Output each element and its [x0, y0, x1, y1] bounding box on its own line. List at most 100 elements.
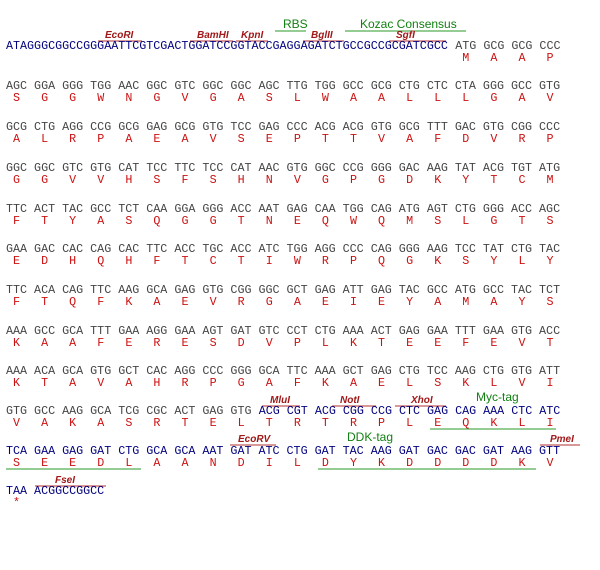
amino-acid: V: [490, 132, 497, 146]
amino-acid: G: [238, 376, 245, 390]
amino-acid: K: [13, 336, 20, 350]
amino-acid: A: [125, 132, 133, 146]
amino-acid: F: [97, 295, 104, 309]
amino-acid: W: [350, 214, 358, 228]
sequence-line: TTC ACT TAC GCC TCT CAA GGA GGG ACC AAT …: [6, 202, 560, 216]
amino-acid: M: [406, 214, 413, 228]
amino-acid: H: [125, 173, 132, 187]
sequence-segment: GCG CTG AGG CCG GCG GAG GCG GTG TCC GAG …: [6, 120, 560, 134]
amino-acid: D: [462, 132, 469, 146]
amino-acid: R: [69, 132, 76, 146]
amino-acid: T: [41, 376, 48, 390]
amino-acid: V: [547, 456, 554, 470]
amino-acid: L: [294, 456, 301, 470]
sequence-line: GGC GGC GTC GTG CAT TCC TTC TCC CAT AAC …: [6, 161, 560, 175]
amino-acid: A: [238, 91, 246, 105]
amino-acid: T: [378, 336, 385, 350]
amino-acid: D: [462, 456, 469, 470]
sequence-segment: TCA GAA GAG GAT CTG GCA GCA AAT GAT ATC …: [6, 444, 560, 458]
amino-acid: L: [434, 91, 441, 105]
amino-acid: E: [182, 336, 189, 350]
amino-acid: P: [547, 132, 554, 146]
amino-acid: Y: [518, 295, 525, 309]
sequence-line: AGC GGA GGG TGG AAC GGC GTC GGC GGC AGC …: [6, 79, 560, 93]
amino-acid: A: [294, 295, 302, 309]
amino-acid: R: [238, 295, 245, 309]
amino-acid: F: [97, 336, 104, 350]
site-label: FseI: [55, 475, 75, 486]
amino-acid: A: [350, 91, 358, 105]
amino-acid: H: [125, 254, 132, 268]
amino-acid: *: [13, 496, 20, 510]
amino-acid: G: [153, 91, 160, 105]
sequence-segment: GGC GGC GTC GTG CAT TCC TTC TCC CAT AAC …: [6, 161, 560, 175]
amino-acid: A: [125, 376, 133, 390]
amino-acid: L: [294, 91, 301, 105]
amino-acid: P: [350, 254, 357, 268]
amino-acid: V: [378, 132, 385, 146]
amino-acid: A: [378, 91, 386, 105]
amino-acid: N: [125, 91, 132, 105]
amino-acid: K: [434, 173, 441, 187]
amino-acid: F: [153, 254, 160, 268]
amino-acid: L: [462, 91, 469, 105]
amino-acid: V: [97, 376, 104, 390]
sequence-segment: ATAGGGCGGCCGGGAATTCGTCGACTGGATCCGGTACCGA…: [6, 39, 448, 53]
amino-acid: L: [406, 376, 413, 390]
amino-acid: T: [490, 173, 497, 187]
amino-acid: R: [153, 336, 160, 350]
amino-acid: A: [434, 295, 442, 309]
amino-acid: E: [490, 336, 497, 350]
amino-acid: K: [378, 456, 385, 470]
amino-acid: V: [210, 132, 217, 146]
sequence-segment: AGC GGA GGG TGG AAC GGC GTC GGC GGC AGC …: [6, 79, 560, 93]
amino-acid: T: [238, 214, 245, 228]
site-label: XhoI: [410, 395, 433, 406]
amino-acid: T: [41, 214, 48, 228]
amino-acid: E: [13, 254, 20, 268]
amino-acid: E: [378, 295, 385, 309]
amino-acid: D: [406, 456, 413, 470]
amino-acid: Y: [547, 254, 554, 268]
amino-acid: Q: [97, 254, 104, 268]
sequence-line: TTC ACA CAG TTC AAG GCA GAG GTG CGG GGC …: [6, 283, 560, 297]
amino-acid: F: [294, 376, 301, 390]
amino-acid: I: [266, 254, 273, 268]
amino-acid: I: [547, 416, 554, 430]
amino-acid: K: [69, 416, 76, 430]
amino-acid: Q: [153, 214, 160, 228]
amino-acid: V: [518, 336, 525, 350]
amino-acid: K: [490, 416, 497, 430]
amino-acid: T: [350, 132, 357, 146]
feature-label: DDK-tag: [347, 430, 393, 444]
amino-acid: H: [153, 376, 160, 390]
amino-acid: K: [125, 295, 132, 309]
amino-acid: S: [547, 214, 554, 228]
amino-acid: T: [547, 336, 554, 350]
amino-acid: V: [547, 91, 554, 105]
amino-acid: D: [434, 456, 441, 470]
sequence-line: GTG GCC AAG GCA TCG CGC ACT GAG GTG ACG C…: [6, 404, 560, 418]
amino-acid: S: [238, 132, 245, 146]
amino-acid: G: [322, 173, 329, 187]
amino-acid: V: [97, 173, 104, 187]
amino-acid: D: [238, 456, 245, 470]
amino-acid: A: [182, 456, 190, 470]
amino-acid: A: [13, 132, 21, 146]
sequence-segment: AAA ACA GCA GTG GCT CAC AGG CCC GGG GCA …: [6, 364, 560, 378]
amino-acid: Y: [69, 214, 76, 228]
amino-acid: E: [322, 295, 329, 309]
amino-acid: A: [518, 91, 526, 105]
site-label: NotI: [340, 395, 360, 406]
amino-acid: G: [406, 254, 413, 268]
sequence-segment: TTC ACA CAG TTC AAG GCA GAG GTG CGG GGC …: [6, 283, 560, 297]
amino-acid: G: [490, 91, 497, 105]
amino-acid: M: [462, 51, 469, 65]
amino-acid: W: [294, 254, 302, 268]
amino-acid: D: [406, 173, 413, 187]
feature-label: RBS: [283, 17, 308, 31]
amino-acid: R: [350, 416, 357, 430]
amino-acid: L: [518, 254, 525, 268]
amino-acid: A: [350, 376, 358, 390]
amino-acid: K: [518, 456, 525, 470]
